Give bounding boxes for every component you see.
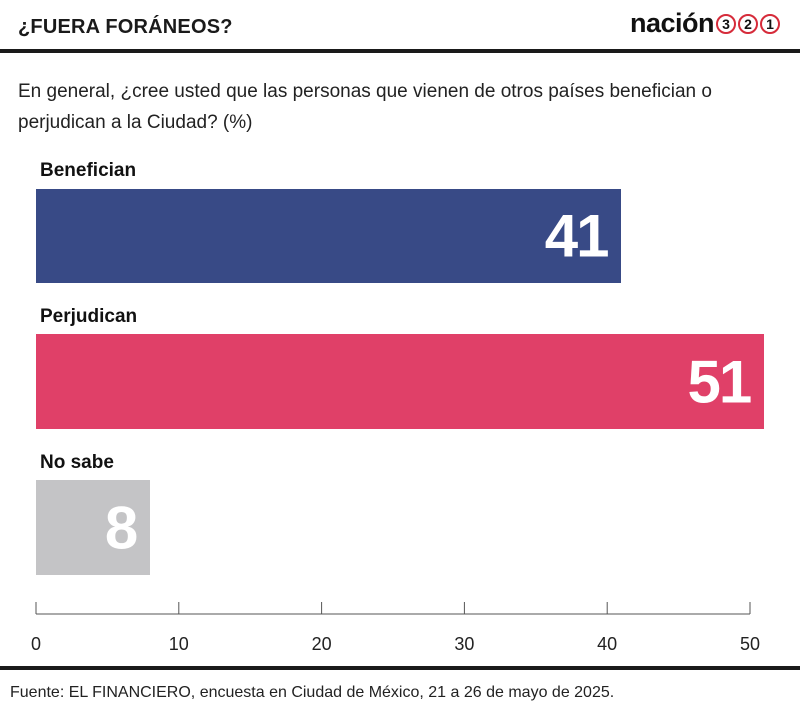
source-note: Fuente: EL FINANCIERO, encuesta en Ciuda… — [10, 684, 615, 701]
bar-label-benefician: Benefician — [40, 160, 137, 181]
bottom-divider — [0, 666, 800, 670]
x-tick-label: 40 — [597, 634, 617, 654]
brand-digit-circle: 3 — [716, 13, 736, 34]
chart-question: En general, ¿cree usted que las personas… — [18, 81, 712, 133]
bar-value-benefician: 41 — [544, 202, 610, 270]
bar-label-perjudican: Perjudican — [40, 306, 138, 327]
bar-perjudican: 51 — [36, 334, 765, 429]
x-tick-label: 0 — [31, 634, 41, 654]
x-tick-label: 50 — [740, 634, 760, 654]
chart-title: ¿FUERA FORÁNEOS? — [18, 16, 233, 38]
bar-value-perjudican: 51 — [687, 348, 753, 415]
x-tick-label: 10 — [169, 634, 189, 654]
top-divider — [0, 49, 800, 53]
x-tick-label: 30 — [454, 634, 474, 654]
brand-digit-circle: 1 — [760, 13, 780, 34]
bar-no-sabe: 8 — [36, 480, 151, 575]
bar-value-no-sabe: 8 — [104, 494, 138, 561]
bar-benefician: 41 — [36, 189, 622, 283]
x-tick-label: 20 — [312, 634, 332, 654]
x-axis: 0 10 20 30 40 50 — [31, 602, 760, 654]
brand-digit-circle: 2 — [738, 13, 758, 34]
bar-label-no-sabe: No sabe — [40, 452, 114, 473]
brand-wordmark: nación — [629, 8, 715, 38]
brand-logo: nación 3 2 1 — [630, 8, 780, 39]
